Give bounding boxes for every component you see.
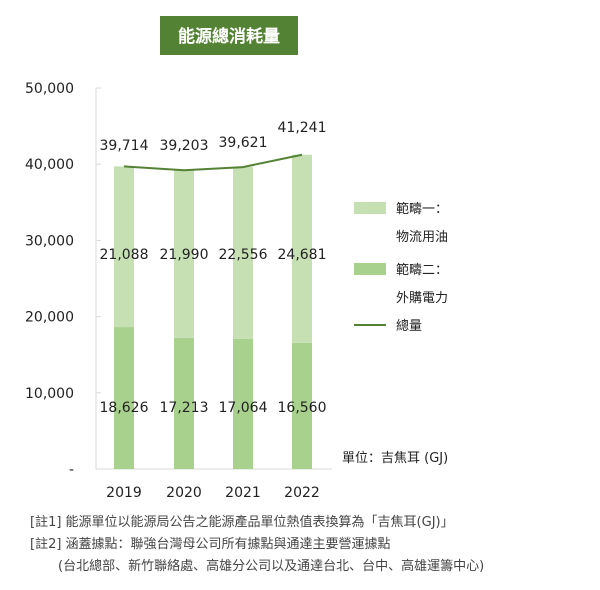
legend-swatch-electricity — [354, 263, 386, 275]
legend-swatch-fuel — [354, 202, 386, 214]
footnotes: [註1] 能源單位以能源局公告之能源產品單位熱值表換算為「吉焦耳(GJ)」 [註… — [30, 512, 484, 578]
x-tick-label: 2022 — [284, 485, 320, 501]
footnote-2-detail: (台北總部、新竹聯絡處、高雄分公司以及通達台北、台中、高雄運籌中心) — [58, 559, 485, 574]
x-tick-label: 2019 — [106, 485, 142, 501]
x-tick-label: 2021 — [225, 485, 261, 501]
fuel-value-label: 24,681 — [278, 247, 327, 263]
energy-chart: 能源總消耗量 - 10,000 20,000 30,000 40,000 50,000 201… — [25, 16, 448, 501]
total-value-label: 41,241 — [278, 120, 327, 136]
y-tick-label: 30,000 — [25, 233, 74, 249]
y-tick-label: 50,000 — [25, 81, 74, 97]
fuel-value-label: 22,556 — [219, 247, 268, 263]
electricity-value-label: 18,626 — [100, 400, 149, 416]
footnote-1: [註1] 能源單位以能源局公告之能源產品單位熱值表換算為「吉焦耳(GJ)」 — [30, 515, 454, 530]
title-box — [160, 16, 298, 55]
y-tick-label: 40,000 — [25, 157, 74, 173]
bar-electricity-2019 — [114, 327, 134, 469]
electricity-value-label: 17,064 — [219, 400, 268, 416]
bar-fuel-2022 — [292, 154, 312, 343]
total-value-label: 39,714 — [100, 138, 149, 154]
legend-label-total: 總量 — [396, 318, 422, 334]
x-tick-label: 2020 — [166, 485, 202, 501]
y-tick-label: 10,000 — [25, 386, 74, 402]
fuel-value-label: 21,088 — [100, 247, 149, 263]
total-line — [123, 153, 303, 172]
legend-label-fuel-1: 範疇一： — [396, 202, 448, 217]
legend-label-fuel-2: 物流用油 — [396, 230, 448, 245]
bar-fuel-2020 — [174, 170, 194, 338]
bar-electricity-2021 — [233, 338, 253, 469]
total-value-label: 39,203 — [160, 138, 209, 154]
legend-label-electricity-2: 外購電力 — [396, 291, 448, 306]
legend-label-electricity-1: 範疇二： — [396, 263, 448, 278]
total-value-label: 39,621 — [219, 135, 268, 151]
footnote-2: [註2] 涵蓋據點：聯強台灣母公司所有據點與通達主要營運據點 — [30, 537, 391, 552]
bar-fuel-2021 — [233, 167, 253, 339]
electricity-value-label: 16,560 — [278, 400, 327, 416]
unit-label: 單位：吉焦耳 (GJ) — [342, 451, 448, 466]
bar-electricity-2020 — [174, 337, 194, 469]
bar-electricity-2022 — [292, 342, 312, 469]
fuel-value-label: 21,990 — [160, 247, 209, 263]
bar-fuel-2019 — [114, 166, 134, 328]
y-tick-label: 20,000 — [25, 310, 74, 326]
chart-title: 能源總消耗量 — [178, 26, 280, 47]
y-tick-label: - — [69, 462, 74, 478]
electricity-value-label: 17,213 — [160, 400, 209, 416]
